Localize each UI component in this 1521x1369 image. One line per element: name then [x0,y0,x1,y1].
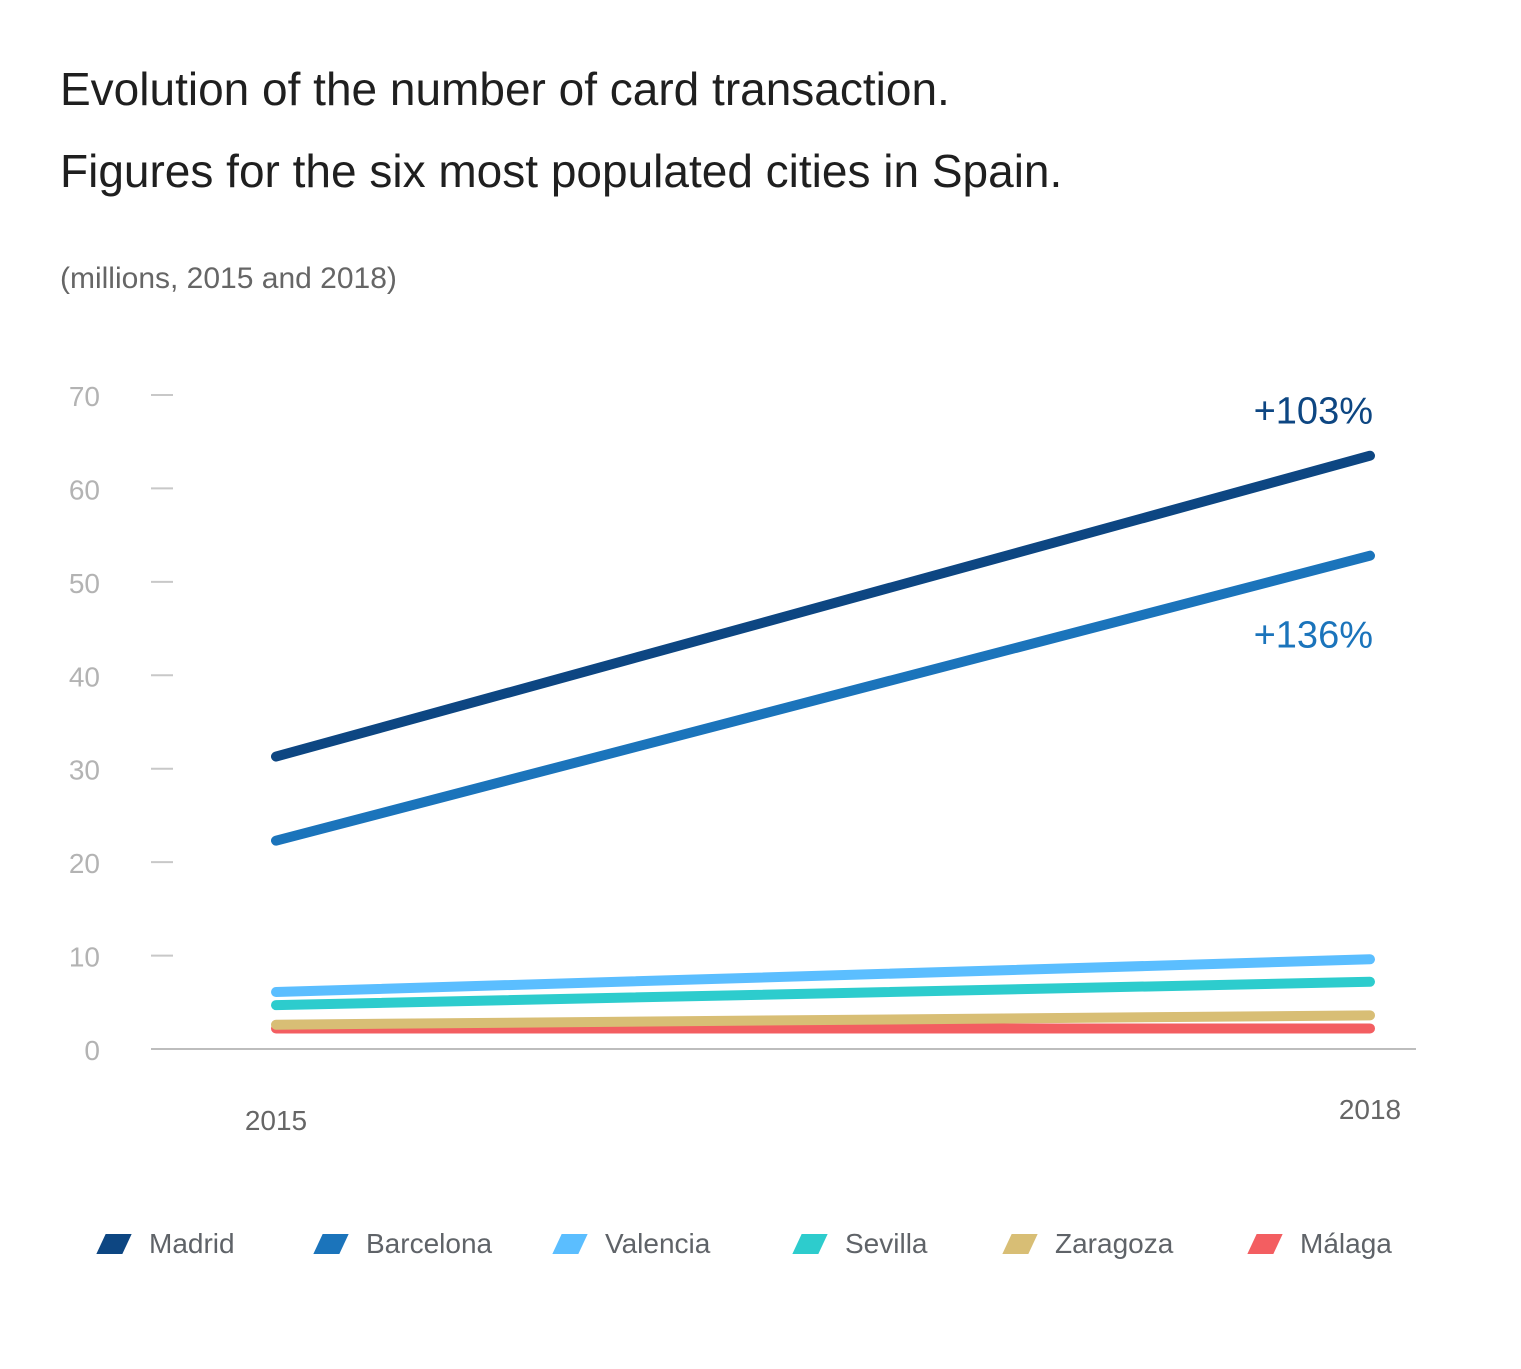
legend-item: Sevilla [791,1222,927,1266]
legend-item: Madrid [95,1222,235,1266]
y-tick-label: 0 [84,1035,100,1066]
y-tick-label: 40 [69,661,100,692]
y-tick-label: 60 [69,474,100,505]
legend-label: Barcelona [366,1228,493,1259]
chart-title-line-2: Figures for the six most populated citie… [60,145,1063,197]
chart-title-line-1: Evolution of the number of card transact… [60,63,950,115]
legend-item: Valencia [551,1222,710,1266]
legend-swatch [1247,1234,1283,1254]
annotation-label: +136% [1254,615,1373,657]
y-tick-label: 70 [69,381,100,412]
x-tick-label: 2015 [245,1105,307,1136]
y-tick-label: 20 [69,848,100,879]
annotation-label: +103% [1254,391,1373,433]
legend-label: Sevilla [845,1228,928,1259]
legend-swatch [313,1234,349,1254]
legend-item: Barcelona [312,1222,492,1266]
series-line-valencia [271,954,1375,998]
legend-label: Valencia [605,1228,711,1259]
legend-swatch [552,1234,588,1254]
y-tick-label: 50 [69,568,100,599]
series-line-sevilla [271,976,1375,1011]
series-line-zaragoza [271,1010,1375,1030]
legend-label: Zaragoza [1055,1228,1174,1259]
legend-label: Madrid [149,1228,235,1259]
legend-label: Málaga [1300,1228,1392,1259]
series-line-madrid [271,450,1375,762]
legend-item: Málaga [1246,1222,1392,1266]
x-tick-label: 2018 [1339,1094,1401,1125]
series-line-barcelona [271,550,1375,846]
legend-swatch [792,1234,828,1254]
y-tick-label: 30 [69,755,100,786]
legend-swatch [96,1234,132,1254]
legend-item: Zaragoza [1001,1222,1173,1266]
legend-swatch [1002,1234,1038,1254]
chart-subtitle: (millions, 2015 and 2018) [60,262,397,295]
chart-legend: Madrid Barcelona Valencia Sevilla Zaragoza Má… [0,1222,1521,1272]
y-tick-label: 10 [69,942,100,973]
